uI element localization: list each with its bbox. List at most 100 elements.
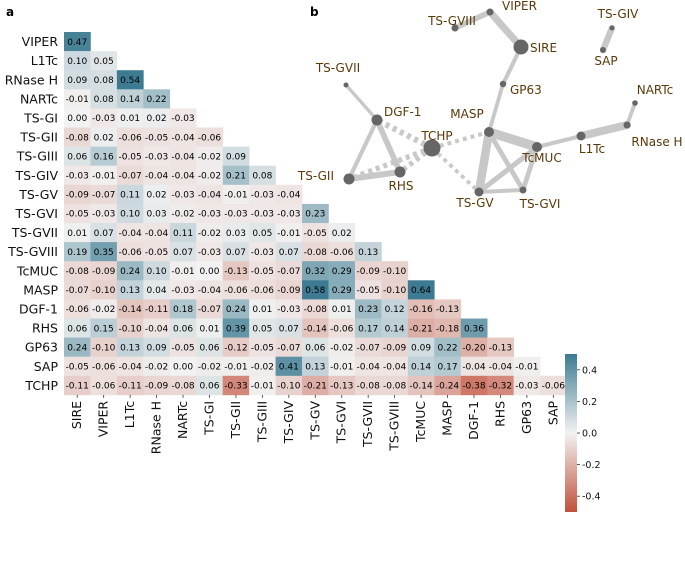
row-label: RHS (32, 321, 58, 336)
column-label: TS-GVI (334, 401, 349, 444)
heatmap-cell (249, 165, 276, 186)
cell-value: -0.06 (92, 382, 116, 392)
network-edge (476, 144, 540, 195)
heatmap-cell (222, 261, 250, 281)
heatmap-cell (222, 223, 250, 243)
network-node (343, 173, 355, 185)
cell-value: -0.05 (251, 267, 274, 277)
cell-value: 0.36 (464, 324, 484, 334)
cell-value: -0.04 (145, 229, 169, 239)
heatmap-cell (196, 299, 223, 319)
cell-value: -0.10 (92, 286, 116, 296)
cell-value: -0.13 (224, 267, 247, 277)
cell-value: -0.09 (357, 267, 381, 277)
panel-label-b: b (310, 5, 319, 19)
network-node (632, 100, 638, 106)
network-node-label: TS-GV (455, 196, 494, 210)
heatmap-cell (196, 223, 223, 243)
cell-value: -0.10 (277, 382, 301, 392)
row-label: L1Tc (31, 53, 58, 68)
cell-value: -0.06 (92, 362, 116, 372)
cell-value: 0.06 (305, 343, 325, 353)
heatmap-cell (196, 165, 223, 186)
heatmap-cell (407, 280, 435, 300)
cell-value: 0.09 (226, 152, 246, 162)
heatmap-cell (328, 318, 356, 338)
heatmap-cell (64, 127, 91, 147)
heatmap-cell (143, 356, 171, 377)
cell-value: -0.02 (92, 305, 115, 315)
heatmap-cell (90, 223, 118, 243)
heatmap-cell (169, 223, 197, 243)
cell-value: -0.04 (489, 362, 513, 372)
heatmap-cell (407, 375, 435, 396)
colorbar-tick-label: -0.2 (582, 460, 601, 471)
heatmap-cell (169, 318, 197, 338)
heatmap-cell (354, 318, 382, 338)
cell-value: 0.22 (438, 343, 458, 353)
network-node (474, 187, 484, 197)
network-edge (431, 130, 490, 150)
heatmap-cell (116, 70, 144, 90)
cell-value: 0.02 (94, 133, 114, 143)
heatmap-cell (90, 89, 118, 109)
heatmap-cell (169, 203, 197, 224)
cell-value: -0.05 (145, 133, 168, 143)
heatmap-cell (143, 280, 171, 300)
heatmap-cell (275, 337, 303, 357)
cell-value: -0.04 (462, 362, 486, 372)
column-label: SIRE (69, 401, 84, 429)
cell-value: -0.07 (277, 343, 300, 353)
correlation-heatmap: VIPER 0.47 L1Tc 0.10 0.05 RNase H 0.09 0.08 0.54… (5, 32, 567, 454)
heatmap-cell (64, 318, 91, 338)
network-node-label: MASP (450, 107, 483, 121)
cell-value: 0.03 (147, 210, 167, 220)
column-label: TS-GV (307, 400, 322, 440)
heatmap-cell (275, 223, 303, 243)
colorbar-tick-label: -0.4 (582, 492, 601, 503)
heatmap-cell (196, 261, 223, 281)
cell-value: -0.10 (92, 343, 116, 353)
cell-value: -0.04 (171, 152, 195, 162)
heatmap-cell (64, 146, 91, 166)
cell-value: 0.16 (94, 152, 114, 162)
cell-value: -0.11 (145, 305, 168, 315)
network-node-label: TS-GVIII (427, 14, 476, 28)
heatmap-cell (90, 51, 118, 71)
cell-value: 0.03 (226, 229, 246, 239)
cell-value: -0.01 (224, 362, 247, 372)
cell-value: -0.04 (277, 191, 301, 201)
heatmap-cell (196, 146, 223, 166)
heatmap-cell (302, 242, 329, 262)
row-label: TS-GIII (16, 149, 58, 164)
network-node (576, 131, 586, 141)
heatmap-cell (169, 127, 197, 147)
heatmap-cell (64, 223, 91, 243)
column-label: SAP (545, 400, 560, 425)
network-edge (487, 82, 505, 134)
column-label: MASP (440, 400, 455, 435)
cell-value: 0.17 (358, 324, 378, 334)
cell-value: -0.03 (171, 114, 194, 124)
heatmap-cell (354, 356, 382, 377)
cell-value: -0.03 (92, 114, 115, 124)
cell-value: 0.23 (358, 305, 378, 315)
cell-value: -0.03 (515, 382, 538, 392)
row-label: MASP (23, 282, 58, 297)
network-node (371, 114, 383, 126)
cell-value: 0.02 (332, 229, 352, 239)
heatmap-cell (143, 242, 171, 262)
heatmap-cell (222, 318, 250, 338)
cell-value: -0.14 (304, 324, 328, 334)
panel-label-a: a (6, 5, 14, 19)
cell-value: -0.04 (171, 171, 195, 181)
heatmap-cell (222, 356, 250, 377)
heatmap-cell (90, 70, 118, 90)
row-label: TCHP (24, 378, 58, 393)
network-node-label: RHS (389, 179, 414, 193)
cell-value: -0.03 (145, 152, 168, 162)
heatmap-cell (381, 356, 409, 377)
heatmap-cell (302, 337, 329, 357)
heatmap-cell (196, 337, 223, 357)
cell-value: 0.17 (438, 362, 458, 372)
